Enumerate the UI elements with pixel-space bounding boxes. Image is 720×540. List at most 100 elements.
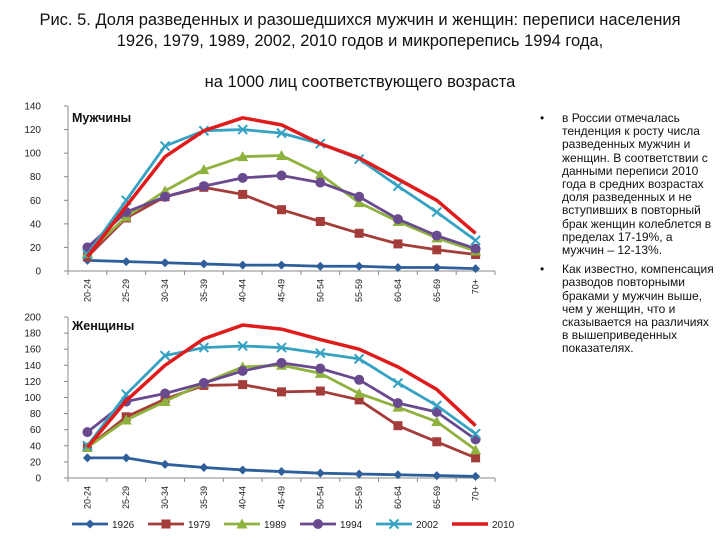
data-point: [471, 453, 481, 463]
data-point: [315, 348, 326, 359]
y-tick-label: 80: [30, 409, 42, 420]
data-point: [392, 214, 403, 225]
x-tick-label: 35-39: [199, 279, 209, 302]
data-point: [470, 444, 482, 455]
data-point: [82, 427, 93, 438]
data-point: [121, 257, 131, 267]
series-1994: [82, 170, 481, 254]
data-point: [237, 124, 248, 135]
y-tick-label: 100: [24, 149, 41, 160]
panel-title: Мужчины: [72, 111, 131, 125]
data-point: [392, 180, 404, 192]
data-point: [238, 380, 248, 390]
data-point: [354, 469, 364, 479]
series-2010: [86, 116, 477, 258]
x-tick-label: 50-54: [315, 279, 325, 302]
note-item: Как известно, компенсация разводов повто…: [540, 263, 715, 355]
data-point: [354, 261, 364, 271]
data-point: [199, 463, 209, 473]
x-tick-label: 40-44: [238, 486, 248, 509]
series-line: [86, 323, 477, 449]
x-tick-label: 25-29: [121, 279, 131, 302]
figure-title: Рис. 5. Доля разведенных и разошедшихся …: [39, 11, 681, 50]
x-tick-label: 45-49: [277, 279, 287, 302]
legend-label: 1994: [340, 520, 363, 531]
data-point: [353, 197, 365, 208]
series-1994: [82, 357, 481, 445]
data-point: [120, 414, 132, 425]
data-point: [276, 150, 287, 160]
y-tick-label: 20: [30, 243, 42, 254]
data-point: [276, 357, 287, 368]
data-point: [315, 386, 325, 396]
legend-label: 1979: [188, 520, 211, 531]
data-point: [431, 400, 442, 411]
x-tick-label: 40-44: [238, 279, 248, 302]
data-point: [277, 387, 286, 397]
data-point: [393, 262, 403, 272]
data-point: [199, 259, 209, 269]
legend-item-1979: 1979: [148, 519, 211, 531]
x-tick-label: 55-59: [354, 486, 364, 509]
x-tick-label: 60-64: [393, 279, 403, 302]
data-point: [313, 519, 323, 529]
data-point: [315, 177, 326, 188]
data-point: [432, 245, 442, 255]
y-tick-label: 40: [30, 219, 42, 230]
y-tick-label: 120: [24, 125, 41, 136]
y-tick-label: 160: [24, 345, 41, 356]
data-point: [198, 181, 209, 192]
series-1989: [81, 150, 482, 258]
x-tick-label: 30-34: [160, 486, 170, 509]
y-tick-label: 60: [30, 196, 42, 207]
data-point: [393, 421, 403, 431]
x-tick-label: 25-29: [121, 486, 131, 509]
data-point: [238, 465, 248, 475]
data-point: [431, 230, 442, 241]
data-point: [432, 262, 442, 272]
y-tick-label: 0: [35, 474, 41, 485]
legend-label: 1989: [264, 520, 287, 531]
x-tick-label: 50-54: [315, 486, 325, 509]
series-line: [86, 116, 477, 258]
data-point: [353, 387, 365, 398]
data-point: [198, 164, 210, 175]
charts-area: 0 20 40 60 80 100 120 140 20-24 25-29 30-34 35-39 40…: [24, 102, 515, 532]
legend-item-2002: 2002: [376, 518, 439, 531]
y-tick-label: 0: [35, 267, 41, 278]
data-point: [392, 398, 403, 409]
x-tick-label: 55-59: [354, 279, 364, 302]
data-point: [276, 127, 287, 139]
data-point: [198, 378, 209, 389]
y-tick-label: 100: [24, 393, 41, 404]
data-point: [315, 261, 325, 271]
y-tick-label: 120: [24, 377, 41, 388]
data-point: [159, 396, 171, 407]
series-1979: [82, 380, 481, 463]
data-point: [353, 353, 365, 365]
data-point: [160, 258, 170, 268]
legend-item-2010: 2010: [452, 520, 515, 531]
data-point: [276, 342, 287, 353]
data-point: [354, 228, 364, 238]
legend-item-1926: 1926: [72, 519, 135, 531]
x-tick-label: 65-69: [432, 486, 442, 509]
data-point: [431, 406, 442, 417]
y-tick-label: 40: [30, 441, 42, 452]
series-line: [86, 128, 477, 256]
data-point: [471, 264, 481, 274]
data-point: [354, 191, 365, 202]
data-point: [392, 377, 404, 389]
data-point: [82, 453, 92, 463]
legend: 1926 1979 1989 1994 2002 2010: [72, 518, 515, 531]
series-1979: [82, 182, 481, 262]
x-tick-label: 30-34: [160, 279, 170, 302]
x-tick-label: 20-24: [82, 279, 92, 302]
data-point: [277, 260, 286, 270]
data-point: [470, 235, 481, 246]
data-point: [161, 519, 171, 529]
y-tick-label: 80: [30, 172, 42, 183]
y-tick-label: 60: [30, 425, 42, 436]
legend-label: 2002: [416, 520, 439, 531]
data-point: [198, 342, 210, 353]
